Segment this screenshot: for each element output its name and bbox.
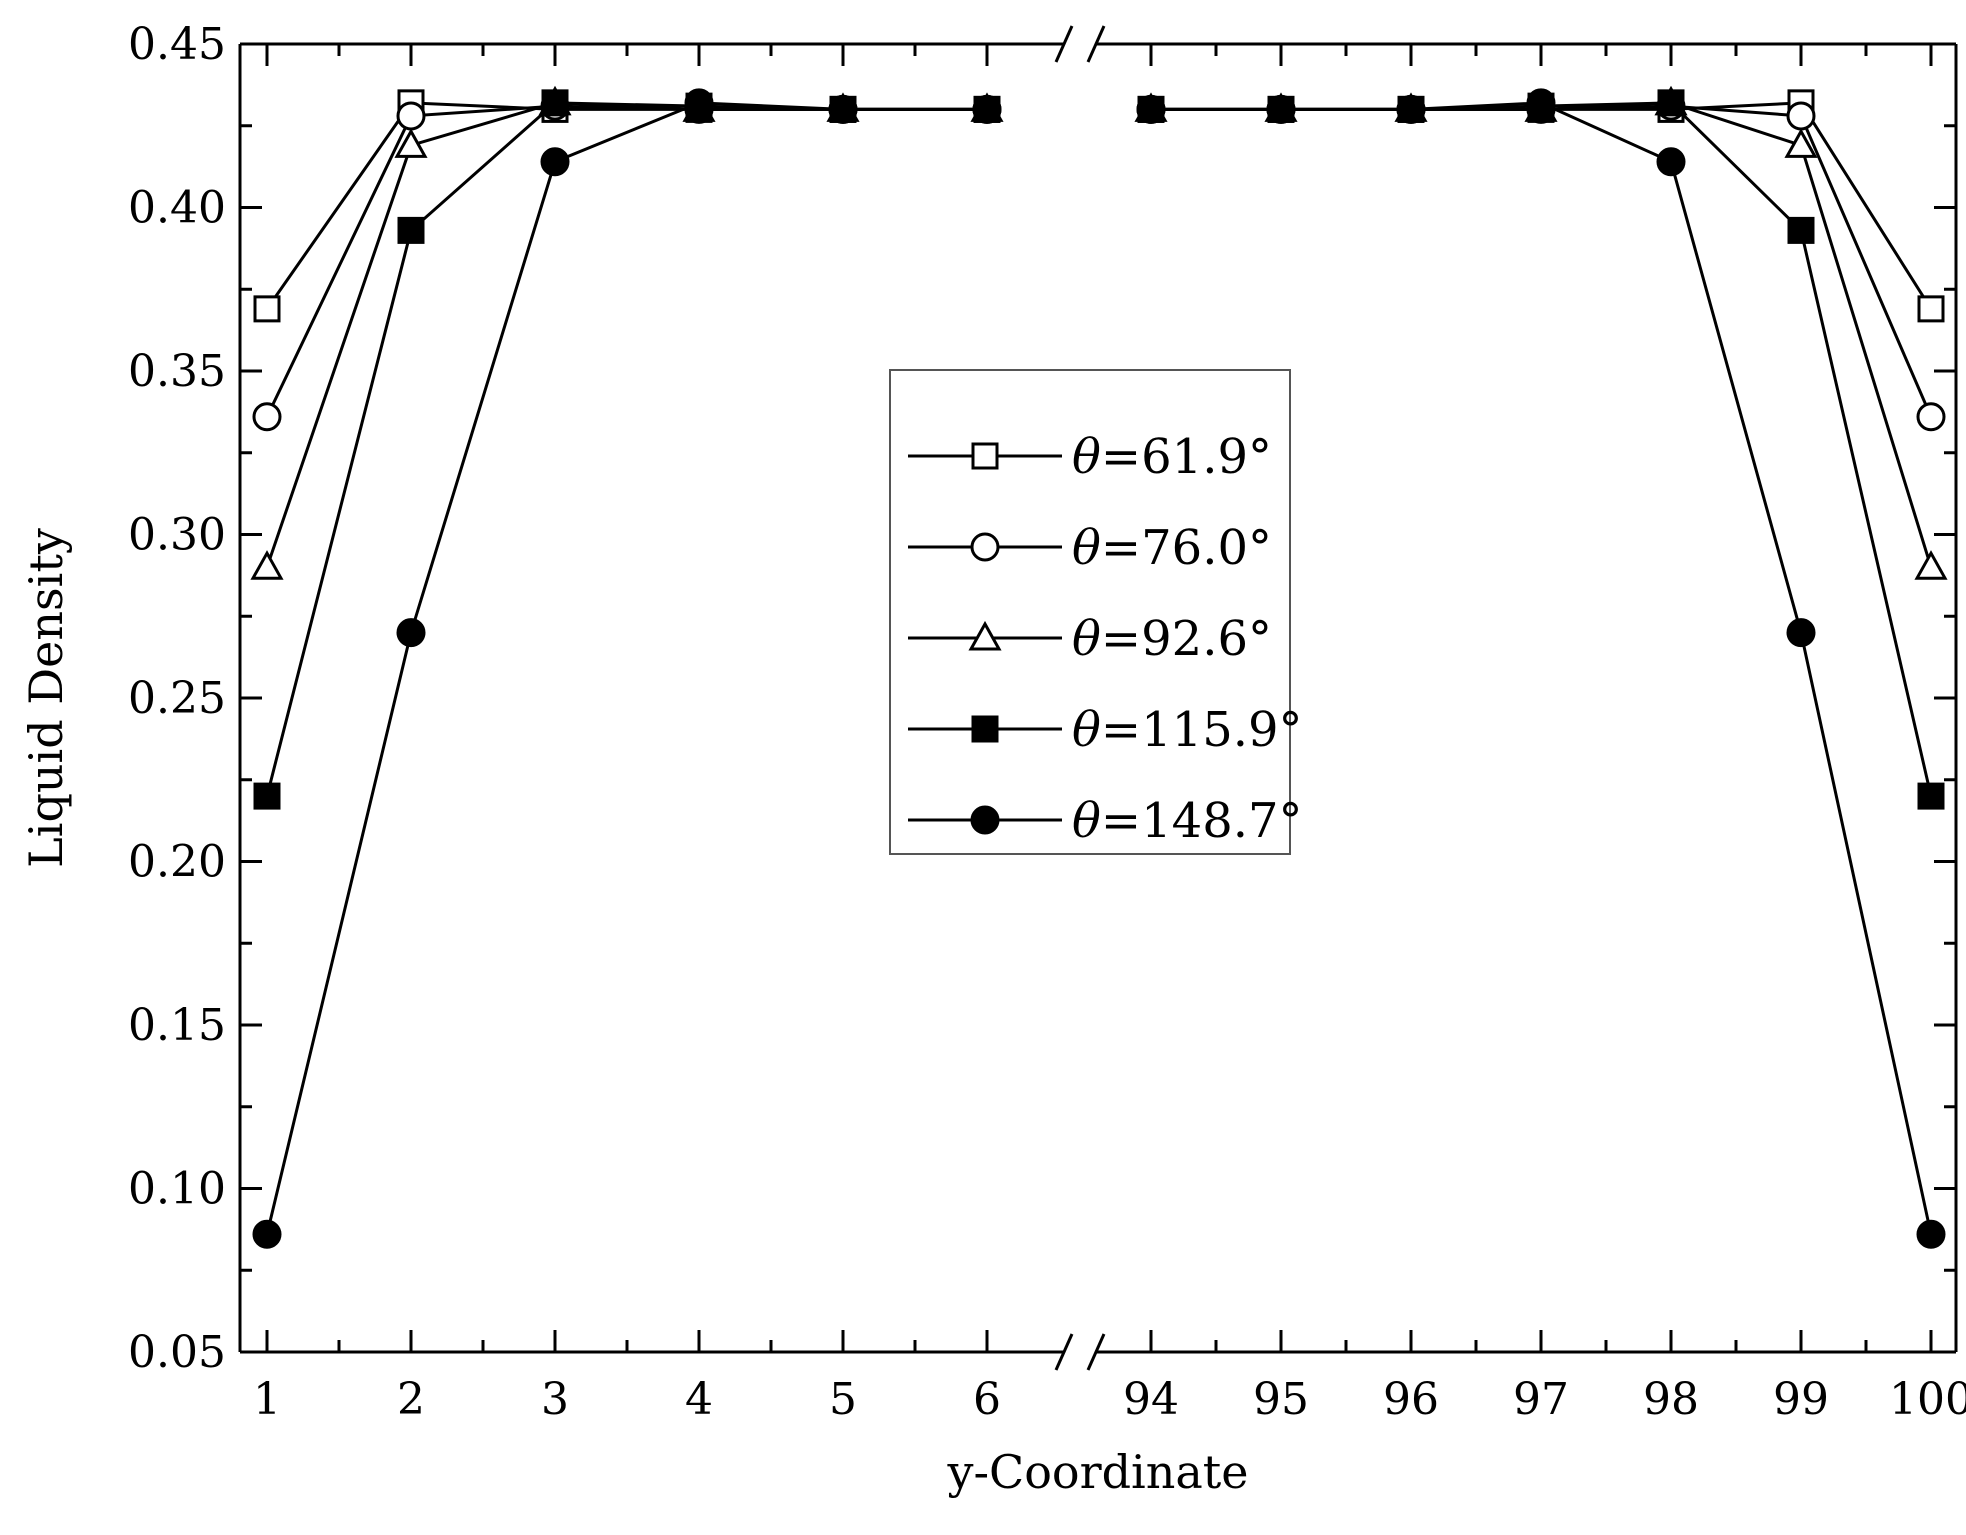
data-point bbox=[1917, 782, 1945, 810]
theta-symbol: θ bbox=[1072, 520, 1101, 576]
legend-box bbox=[889, 369, 1291, 855]
data-point bbox=[252, 402, 282, 432]
legend-marker bbox=[970, 805, 1000, 835]
legend-value: =76.0° bbox=[1101, 520, 1272, 576]
data-point bbox=[540, 147, 570, 177]
data-point bbox=[1916, 1219, 1946, 1249]
data-point bbox=[396, 618, 426, 648]
data-point bbox=[1786, 101, 1816, 131]
data-point bbox=[394, 128, 428, 158]
axis-break-mark bbox=[1054, 1333, 1074, 1371]
y-tick-label: 0.10 bbox=[128, 1164, 226, 1215]
theta-symbol: θ bbox=[1072, 793, 1101, 849]
legend-entry: θ=76.0° bbox=[908, 520, 1272, 576]
x-tick-label: 97 bbox=[1513, 1374, 1569, 1425]
theta-symbol: θ bbox=[1072, 429, 1101, 485]
x-axis-title: y-Coordinate bbox=[946, 1445, 1248, 1499]
x-tick-label: 98 bbox=[1643, 1374, 1699, 1425]
series-line bbox=[265, 101, 987, 1235]
x-tick-label: 4 bbox=[685, 1374, 713, 1425]
series-5 bbox=[252, 88, 1946, 1249]
tick-marks bbox=[240, 42, 1956, 1354]
y-tick-label: 0.20 bbox=[128, 837, 226, 888]
legend-marker bbox=[971, 715, 999, 743]
data-point bbox=[1787, 216, 1815, 244]
legend-value: =148.7° bbox=[1101, 793, 1303, 849]
axis-break-mark bbox=[1086, 25, 1106, 63]
x-tick-label: 5 bbox=[829, 1374, 857, 1425]
data-point bbox=[1786, 618, 1816, 648]
x-tick-label: 95 bbox=[1253, 1374, 1309, 1425]
data-point bbox=[397, 216, 425, 244]
data-point bbox=[1136, 94, 1166, 124]
y-tick-label: 0.15 bbox=[128, 1000, 226, 1051]
y-tick-label: 0.05 bbox=[128, 1327, 226, 1378]
y-axis-title: Liquid Density bbox=[19, 528, 73, 868]
legend-label: θ=115.9° bbox=[1072, 702, 1303, 758]
data-point bbox=[250, 550, 284, 580]
data-point bbox=[1914, 550, 1948, 580]
axis-break-mark bbox=[1086, 1333, 1106, 1371]
legend-label: θ=76.0° bbox=[1072, 520, 1272, 576]
legend-entry: θ=115.9° bbox=[908, 702, 1303, 758]
legend-marker bbox=[968, 620, 1002, 651]
legend-label: θ=148.7° bbox=[1072, 793, 1303, 849]
legend-value: =61.9° bbox=[1101, 429, 1272, 485]
data-point bbox=[252, 1219, 282, 1249]
data-point bbox=[1656, 147, 1686, 177]
y-tick-label: 0.40 bbox=[128, 183, 226, 234]
legend-marker bbox=[971, 442, 999, 470]
y-tick-label: 0.25 bbox=[128, 673, 226, 724]
legend-value: =115.9° bbox=[1101, 702, 1303, 758]
x-tick-label: 3 bbox=[541, 1374, 569, 1425]
data-point bbox=[1916, 402, 1946, 432]
data-point bbox=[1657, 89, 1685, 117]
y-tick-label: 0.30 bbox=[128, 510, 226, 561]
data-point bbox=[1396, 94, 1426, 124]
data-point bbox=[1917, 295, 1945, 323]
x-tick-label: 1 bbox=[253, 1374, 281, 1425]
x-tick-label: 96 bbox=[1383, 1374, 1439, 1425]
axis-break-mark bbox=[1054, 25, 1074, 63]
y-tick-label: 0.45 bbox=[128, 19, 226, 70]
legend-entry: θ=148.7° bbox=[908, 793, 1303, 849]
data-point bbox=[253, 782, 281, 810]
theta-symbol: θ bbox=[1072, 611, 1101, 667]
legend-label: θ=92.6° bbox=[1072, 611, 1272, 667]
legend-label: θ=61.9° bbox=[1072, 429, 1272, 485]
data-point bbox=[1526, 88, 1556, 118]
data-point bbox=[828, 94, 858, 124]
x-tick-label: 100 bbox=[1889, 1374, 1966, 1425]
data-point bbox=[684, 88, 714, 118]
legend-value: =92.6° bbox=[1101, 611, 1272, 667]
data-point bbox=[541, 89, 569, 117]
x-tick-label: 99 bbox=[1773, 1374, 1829, 1425]
series-lines bbox=[250, 85, 1948, 1249]
legend: θ=61.9°θ=76.0°θ=92.6°θ=115.9°θ=148.7° bbox=[889, 369, 1303, 855]
data-point bbox=[1266, 94, 1296, 124]
legend-entry: θ=92.6° bbox=[908, 611, 1272, 667]
x-tick-label: 6 bbox=[973, 1374, 1001, 1425]
x-tick-label: 2 bbox=[397, 1374, 425, 1425]
theta-symbol: θ bbox=[1072, 702, 1101, 758]
legend-marker bbox=[970, 532, 1000, 562]
data-point bbox=[972, 94, 1002, 124]
data-point bbox=[396, 101, 426, 131]
data-point bbox=[253, 295, 281, 323]
y-tick-label: 0.35 bbox=[128, 346, 226, 397]
tick-labels: 0.05 0.10 0.15 0.20 0.25 0.30 0.35 0.40 0.45 1 2 3 4… bbox=[128, 19, 1966, 1425]
legend-entry: θ=61.9° bbox=[908, 429, 1272, 485]
x-tick-label: 94 bbox=[1123, 1374, 1179, 1425]
data-point bbox=[1784, 128, 1818, 158]
plot-frame bbox=[238, 25, 1958, 1371]
